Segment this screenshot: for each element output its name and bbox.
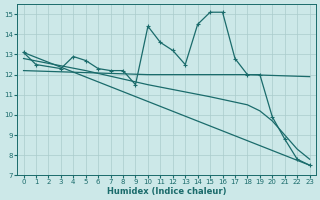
X-axis label: Humidex (Indice chaleur): Humidex (Indice chaleur) <box>107 187 226 196</box>
